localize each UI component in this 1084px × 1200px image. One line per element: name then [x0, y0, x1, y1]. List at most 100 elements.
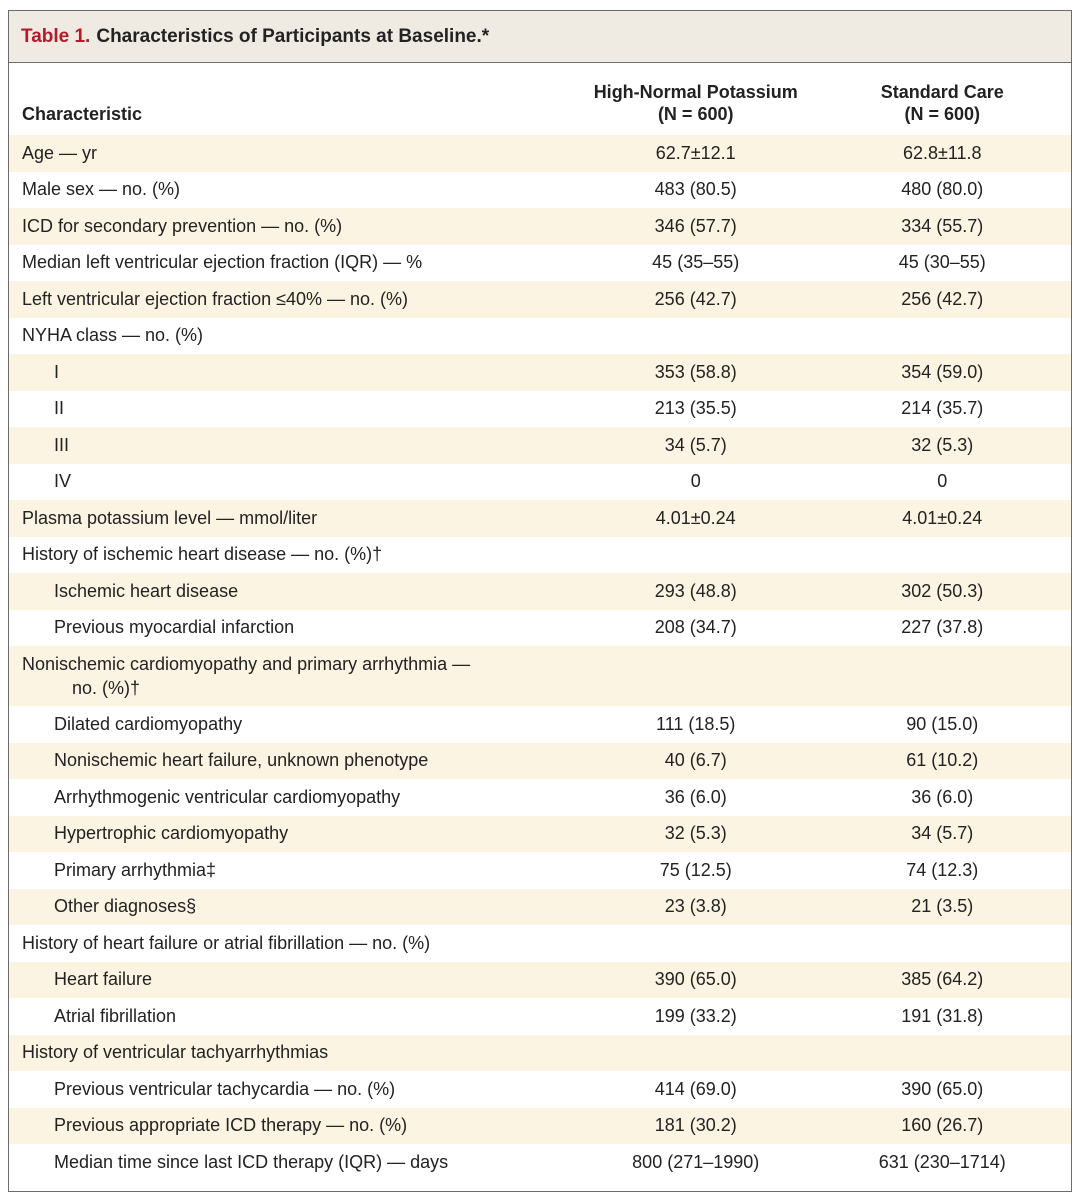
table-row: Nonischemic heart failure, unknown pheno… — [9, 742, 1071, 779]
header-high-normal-potassium: High-Normal Potassium (N = 600) — [578, 81, 814, 125]
table-row: II 213 (35.5) 214 (35.7) — [9, 391, 1071, 428]
table-row: History of heart failure or atrial fibri… — [9, 925, 1071, 962]
table-row: Other diagnoses§ 23 (3.8) 21 (3.5) — [9, 888, 1071, 925]
row-value-high-normal: 213 (35.5) — [654, 398, 737, 419]
table-frame: Table 1. Characteristics of Participants… — [8, 10, 1072, 1192]
table-row: Primary arrhythmia‡ 75 (12.5) 74 (12.3) — [9, 852, 1071, 889]
table-row: Previous myocardial infarction 208 (34.7)… — [9, 610, 1071, 647]
row-value-standard: 256 (42.7) — [901, 288, 984, 309]
row-label: Ischemic heart disease — [54, 580, 239, 601]
header-group2-name: Standard Care — [880, 82, 1004, 102]
row-label: IV — [54, 471, 72, 492]
row-label: Heart failure — [54, 969, 153, 990]
table-title: Table 1. Characteristics of Participants… — [9, 11, 1071, 63]
table-row: Median left ventricular ejection fractio… — [9, 245, 1071, 282]
row-label: I — [54, 361, 60, 382]
row-label: History of ventricular tachyarrhythmias — [22, 1042, 329, 1063]
row-value-standard: 214 (35.7) — [901, 398, 984, 419]
row-label: Plasma potassium level — mmol/liter — [22, 507, 318, 528]
row-label: Median time since last ICD therapy (IQR)… — [54, 1151, 449, 1172]
row-value-standard: 390 (65.0) — [901, 1078, 984, 1099]
row-value-standard: 0 — [937, 471, 948, 492]
table-row: Arrhythmogenic ventricular cardiomyopath… — [9, 779, 1071, 816]
row-value-high-normal: 414 (69.0) — [654, 1078, 737, 1099]
row-value-high-normal: 293 (48.8) — [654, 580, 737, 601]
row-value-high-normal: 256 (42.7) — [654, 288, 737, 309]
row-value-standard: 36 (6.0) — [911, 786, 974, 807]
row-value-high-normal: 199 (33.2) — [654, 1005, 737, 1026]
row-value-standard: 227 (37.8) — [901, 617, 984, 638]
row-value-standard: 62.8±11.8 — [902, 142, 982, 163]
row-label-line2: no. (%)† — [72, 678, 141, 698]
row-value-standard: 45 (30–55) — [898, 252, 986, 273]
table-row: History of ventricular tachyarrhythmias — [9, 1034, 1071, 1071]
table-row: Heart failure 390 (65.0) 385 (64.2) — [9, 961, 1071, 998]
row-value-standard: 90 (15.0) — [906, 713, 979, 734]
row-label: Left ventricular ejection fraction ≤40% … — [22, 288, 409, 309]
table-row: Dilated cardiomyopathy 111 (18.5) 90 (15.0… — [9, 706, 1071, 743]
table-row: I 353 (58.8) 354 (59.0) — [9, 354, 1071, 391]
row-label: Previous myocardial infarction — [54, 617, 295, 638]
row-value-high-normal: 390 (65.0) — [654, 969, 737, 990]
row-value-standard: 334 (55.7) — [901, 215, 984, 236]
row-value-standard: 74 (12.3) — [906, 859, 979, 880]
row-label: Previous appropriate ICD therapy — no. (… — [54, 1115, 408, 1136]
row-label: II — [54, 398, 65, 419]
row-value-high-normal: 346 (57.7) — [654, 215, 737, 236]
row-label: Nonischemic cardiomyopathy and primary a… — [9, 652, 578, 700]
row-label: Atrial fibrillation — [54, 1005, 177, 1026]
row-value-high-normal: 40 (6.7) — [664, 750, 727, 771]
table-row: Age — yr 62.7±12.1 62.8±11.8 — [9, 135, 1071, 172]
row-label: NYHA class — no. (%) — [22, 325, 204, 346]
row-value-standard: 354 (59.0) — [901, 361, 984, 382]
table-row: Previous ventricular tachycardia — no. (… — [9, 1071, 1071, 1108]
row-label: Primary arrhythmia‡ — [54, 859, 217, 880]
row-value-standard: 21 (3.5) — [911, 896, 974, 917]
row-value-high-normal: 0 — [690, 471, 701, 492]
table-row: Left ventricular ejection fraction ≤40% … — [9, 281, 1071, 318]
row-value-high-normal: 483 (80.5) — [654, 179, 737, 200]
row-label: Age — yr — [22, 142, 98, 163]
row-value-high-normal: 62.7±12.1 — [655, 142, 736, 163]
row-value-high-normal: 32 (5.3) — [664, 823, 727, 844]
row-label: Hypertrophic cardiomyopathy — [54, 823, 289, 844]
row-label: History of heart failure or atrial fibri… — [22, 932, 431, 953]
row-value-high-normal: 36 (6.0) — [664, 786, 727, 807]
table-row: IV 0 0 — [9, 464, 1071, 501]
header-group1-name: High-Normal Potassium — [593, 82, 798, 102]
row-value-standard: 480 (80.0) — [901, 179, 984, 200]
table-row: Median time since last ICD therapy (IQR)… — [9, 1144, 1071, 1181]
row-value-high-normal: 800 (271–1990) — [632, 1151, 760, 1172]
table-row: Male sex — no. (%) 483 (80.5) 480 (80.0) — [9, 172, 1071, 209]
table-row: NYHA class — no. (%) — [9, 318, 1071, 355]
table-row: Ischemic heart disease 293 (48.8) 302 (50.… — [9, 573, 1071, 610]
row-label: ICD for secondary prevention — no. (%) — [22, 215, 343, 236]
table-row: Plasma potassium level — mmol/liter 4.01±… — [9, 500, 1071, 537]
row-value-high-normal: 181 (30.2) — [654, 1115, 737, 1136]
row-value-high-normal: 75 (12.5) — [659, 859, 732, 880]
row-label: Dilated cardiomyopathy — [54, 713, 243, 734]
row-label: Arrhythmogenic ventricular cardiomyopath… — [54, 786, 401, 807]
header-characteristic: Characteristic — [22, 104, 143, 124]
row-label: Male sex — no. (%) — [22, 179, 181, 200]
table-row: III 34 (5.7) 32 (5.3) — [9, 427, 1071, 464]
row-value-standard: 34 (5.7) — [911, 823, 974, 844]
row-label-line1: Nonischemic cardiomyopathy and primary a… — [22, 654, 471, 674]
row-value-high-normal: 23 (3.8) — [664, 896, 727, 917]
row-value-standard: 385 (64.2) — [901, 969, 984, 990]
table-number: Table 1. — [21, 25, 91, 47]
header-group2-n: (N = 600) — [904, 104, 981, 124]
table-row: Nonischemic cardiomyopathy and primary a… — [9, 646, 1071, 706]
table-caption: Characteristics of Participants at Basel… — [96, 25, 490, 47]
header-group1-n: (N = 600) — [657, 104, 734, 124]
table-body: Age — yr 62.7±12.1 62.8±11.8 Male sex — no… — [9, 135, 1071, 1181]
table-row: ICD for secondary prevention — no. (%) 34… — [9, 208, 1071, 245]
row-value-high-normal: 111 (18.5) — [656, 713, 736, 734]
row-label: III — [54, 434, 70, 455]
row-value-standard: 160 (26.7) — [901, 1115, 984, 1136]
row-value-standard: 631 (230–1714) — [878, 1151, 1006, 1172]
row-value-high-normal: 45 (35–55) — [652, 252, 740, 273]
table-row: Previous appropriate ICD therapy — no. (… — [9, 1107, 1071, 1144]
row-label: Median left ventricular ejection fractio… — [22, 252, 423, 273]
row-value-standard: 61 (10.2) — [906, 750, 979, 771]
